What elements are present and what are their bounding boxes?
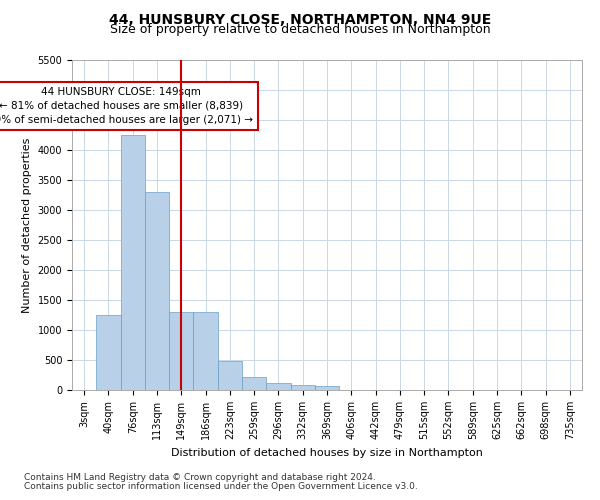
Bar	[218, 361, 242, 390]
Bar	[96, 315, 121, 390]
Y-axis label: Number of detached properties: Number of detached properties	[22, 138, 32, 312]
Text: 44 HUNSBURY CLOSE: 149sqm
← 81% of detached houses are smaller (8,839)
19% of se: 44 HUNSBURY CLOSE: 149sqm ← 81% of detac…	[0, 87, 253, 125]
Bar	[169, 312, 193, 390]
Bar	[242, 377, 266, 390]
X-axis label: Distribution of detached houses by size in Northampton: Distribution of detached houses by size …	[171, 448, 483, 458]
Text: 44, HUNSBURY CLOSE, NORTHAMPTON, NN4 9UE: 44, HUNSBURY CLOSE, NORTHAMPTON, NN4 9UE	[109, 12, 491, 26]
Text: Contains HM Land Registry data © Crown copyright and database right 2024.: Contains HM Land Registry data © Crown c…	[24, 474, 376, 482]
Text: Size of property relative to detached houses in Northampton: Size of property relative to detached ho…	[110, 22, 490, 36]
Bar	[145, 192, 169, 390]
Bar	[193, 312, 218, 390]
Bar	[290, 385, 315, 390]
Bar	[266, 384, 290, 390]
Text: Contains public sector information licensed under the Open Government Licence v3: Contains public sector information licen…	[24, 482, 418, 491]
Bar	[315, 386, 339, 390]
Bar	[121, 135, 145, 390]
